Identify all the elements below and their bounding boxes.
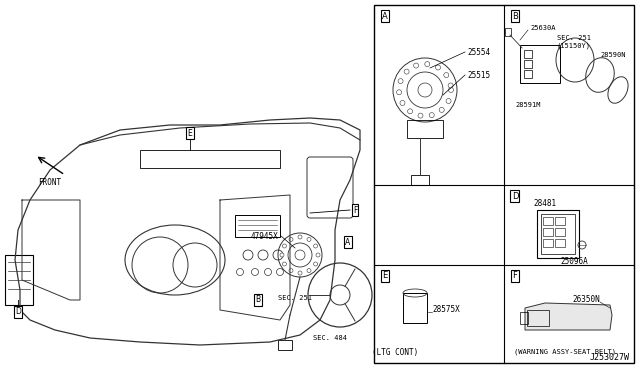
Text: 26350N: 26350N (572, 295, 600, 305)
Circle shape (435, 65, 440, 70)
Text: FRONT: FRONT (38, 178, 61, 187)
Bar (403, 293, 427, 323)
Circle shape (282, 244, 287, 248)
Circle shape (439, 108, 444, 112)
Circle shape (314, 244, 317, 248)
Text: 28590N: 28590N (600, 52, 625, 58)
Circle shape (408, 109, 413, 114)
Circle shape (449, 87, 454, 93)
Text: (WARNING ASSY-SEAT BELT): (WARNING ASSY-SEAT BELT) (514, 349, 616, 355)
Circle shape (429, 113, 434, 118)
Text: SEC. 251: SEC. 251 (278, 295, 312, 301)
Text: (15150Y): (15150Y) (557, 43, 591, 49)
Bar (527, 310, 549, 326)
Bar (374, 5, 634, 363)
Circle shape (298, 271, 302, 275)
Circle shape (398, 78, 403, 84)
Bar (5, 255, 33, 305)
Text: B: B (512, 12, 518, 20)
Text: J253027W: J253027W (590, 353, 630, 362)
Circle shape (307, 269, 311, 273)
Circle shape (280, 253, 284, 257)
Text: 25515: 25515 (467, 71, 490, 80)
Circle shape (444, 73, 449, 78)
Bar (543, 217, 553, 225)
Text: (LTG CONT): (LTG CONT) (372, 347, 418, 356)
Text: 25554: 25554 (467, 48, 490, 57)
Bar (505, 28, 511, 36)
Bar (524, 60, 532, 68)
Circle shape (282, 262, 287, 266)
Bar (520, 45, 560, 83)
Circle shape (316, 253, 320, 257)
Text: F: F (513, 272, 517, 280)
Circle shape (289, 237, 293, 241)
Text: 28591M: 28591M (515, 102, 541, 108)
Text: D: D (512, 192, 518, 201)
Polygon shape (525, 303, 612, 330)
Circle shape (425, 62, 430, 67)
Circle shape (298, 235, 302, 239)
Text: 28575X: 28575X (432, 305, 460, 314)
Text: 28481: 28481 (533, 199, 557, 208)
Text: F: F (353, 205, 357, 215)
Bar (543, 228, 553, 236)
Circle shape (404, 69, 409, 74)
Circle shape (289, 269, 293, 273)
Bar (140, 150, 280, 168)
Circle shape (446, 99, 451, 103)
Bar (555, 239, 565, 247)
Bar (555, 217, 565, 225)
Bar (235, 215, 280, 237)
Bar (278, 340, 292, 350)
Circle shape (448, 83, 453, 88)
Bar (543, 239, 553, 247)
Circle shape (418, 113, 423, 118)
Circle shape (413, 63, 419, 68)
Bar (520, 312, 528, 324)
Bar (541, 214, 575, 254)
Circle shape (397, 90, 401, 95)
Text: SEC. 484: SEC. 484 (313, 335, 347, 341)
Text: E: E (382, 272, 388, 280)
Bar (555, 228, 565, 236)
Text: A: A (382, 12, 388, 20)
Bar (524, 50, 532, 58)
Text: A: A (346, 237, 351, 247)
Bar (524, 70, 532, 78)
Text: 47945X: 47945X (250, 231, 278, 241)
Text: 25630A: 25630A (530, 25, 556, 31)
Text: 25096A: 25096A (560, 257, 588, 266)
Circle shape (307, 237, 311, 241)
Circle shape (314, 262, 317, 266)
Text: B: B (255, 295, 260, 305)
Text: E: E (188, 128, 193, 138)
Circle shape (400, 100, 405, 106)
Bar (407, 120, 443, 138)
Bar (411, 175, 429, 185)
Bar (537, 210, 579, 258)
Text: D: D (15, 308, 21, 317)
Text: SEC. 251: SEC. 251 (557, 35, 591, 41)
